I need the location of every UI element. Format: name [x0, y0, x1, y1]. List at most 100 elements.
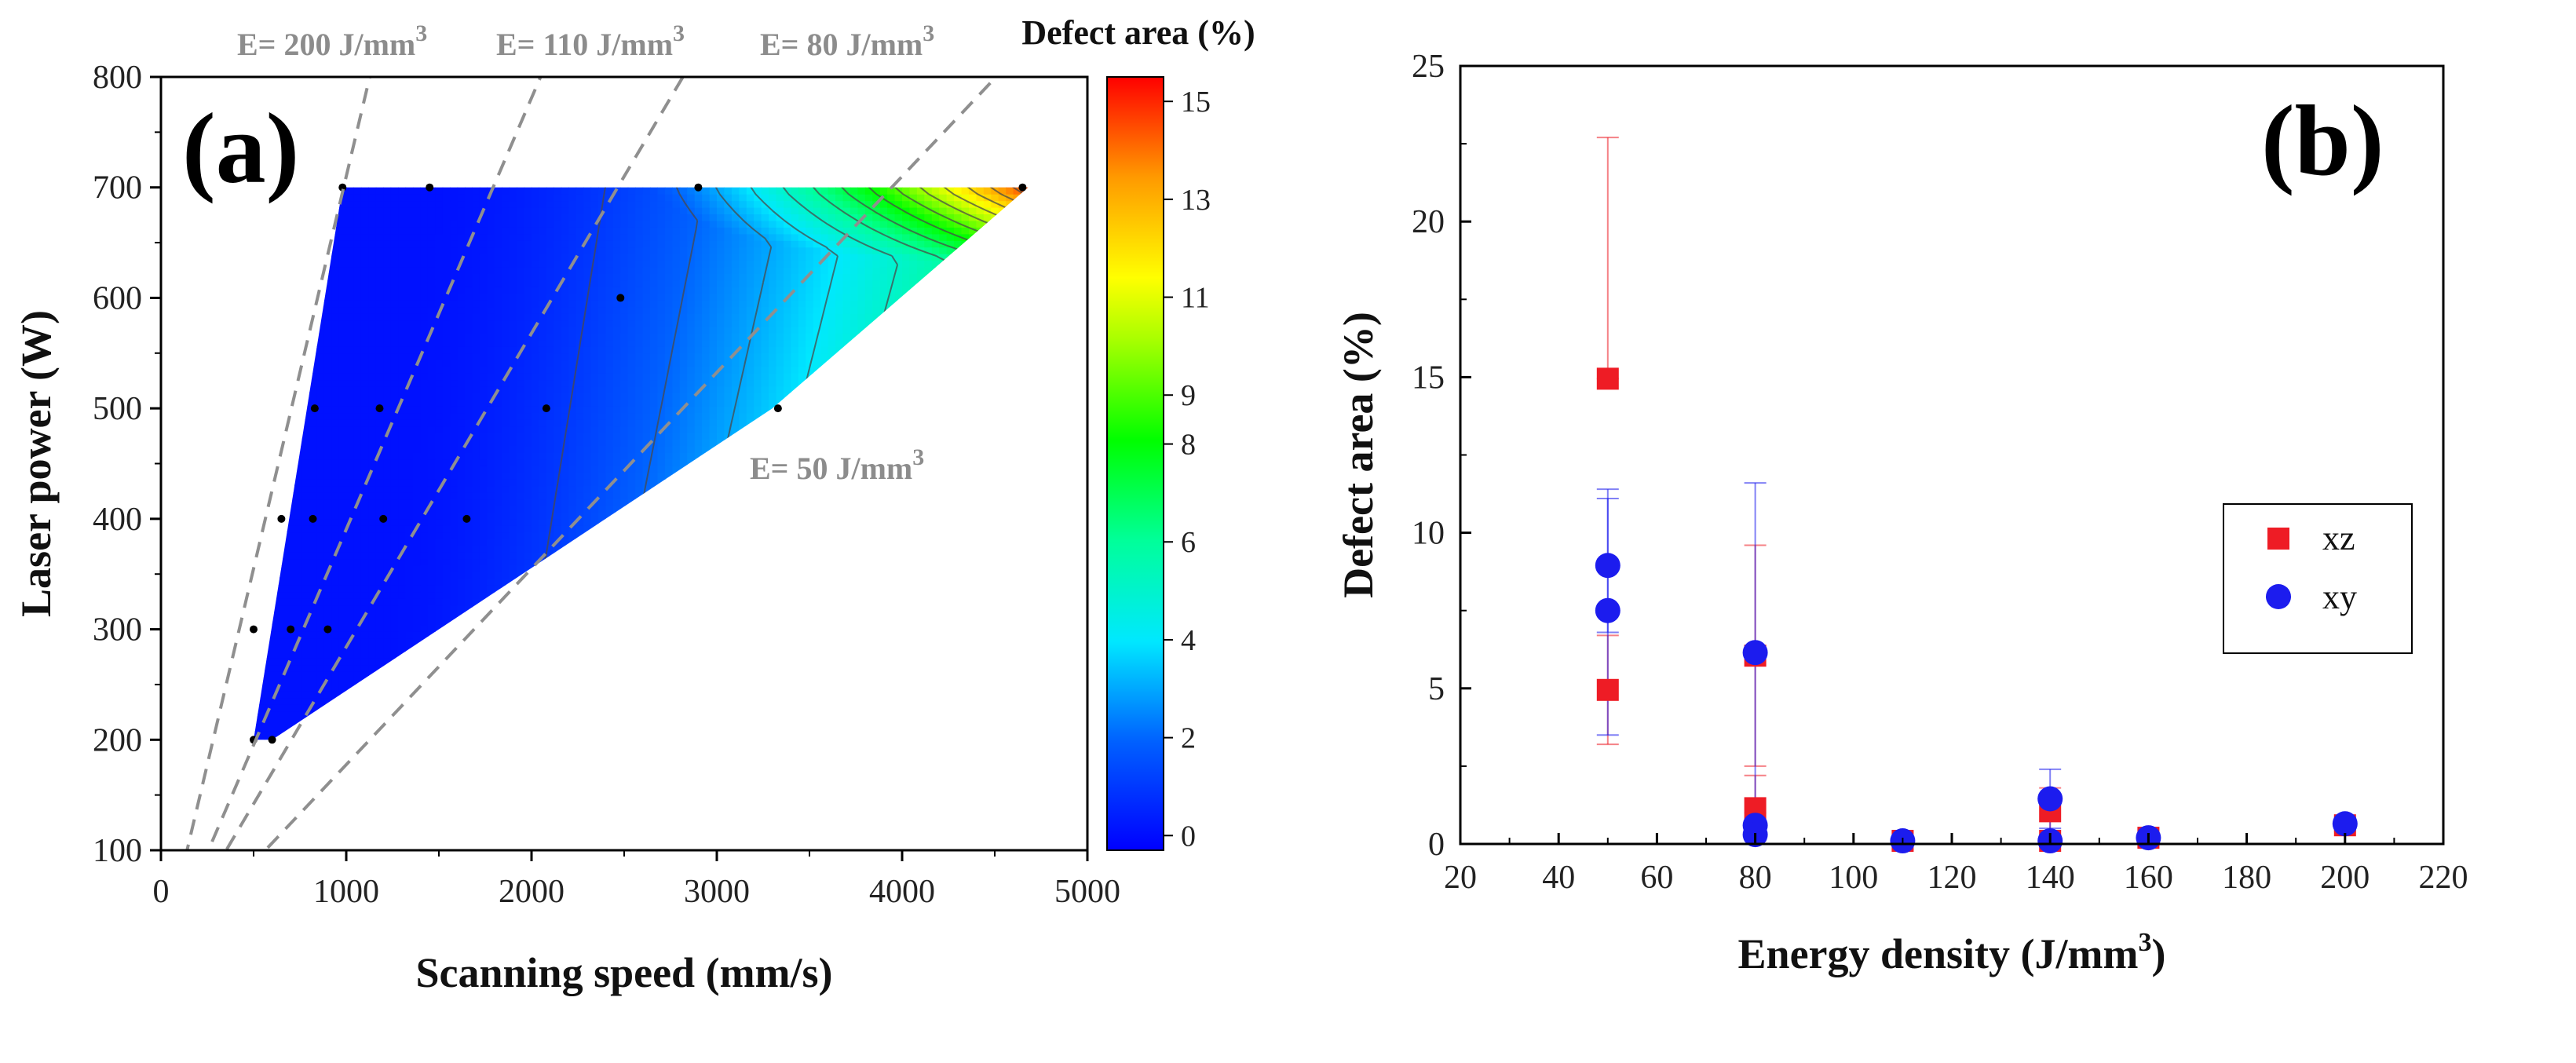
contour-cell: [465, 419, 473, 427]
contour-cell: [360, 591, 369, 599]
contour-cell: [338, 446, 347, 453]
contour-cell: [554, 518, 562, 526]
contour-cell: [590, 346, 599, 354]
contour-cell: [316, 333, 325, 341]
contour-cell: [612, 671, 621, 678]
contour-cell: [309, 426, 317, 433]
contour-cell: [457, 598, 466, 606]
contour-cell: [657, 724, 666, 732]
contour-cell: [657, 518, 666, 526]
contour-cell: [405, 233, 414, 241]
contour-cell: [502, 187, 510, 188]
contour-cell: [575, 532, 584, 539]
contour-cell: [472, 506, 480, 513]
contour-cell: [561, 187, 569, 195]
contour-cell: [627, 452, 636, 460]
contour-cell: [583, 518, 592, 526]
contour-cell: [316, 200, 325, 208]
contour-cell: [502, 273, 510, 281]
contour-cell: [243, 373, 250, 380]
contour-cell: [546, 187, 554, 195]
contour-cell: [405, 637, 414, 645]
contour-cell: [612, 267, 621, 274]
contour-cell: [457, 366, 466, 374]
contour-cell: [517, 605, 525, 612]
contour-cell: [375, 552, 384, 560]
contour-cell: [494, 379, 502, 387]
contour-cell: [635, 718, 644, 725]
contour-cell: [375, 545, 384, 553]
contour-cell: [605, 545, 614, 553]
contour-cell: [257, 247, 265, 254]
contour-cell: [323, 360, 332, 367]
contour-cell: [450, 552, 459, 560]
contour-cell: [605, 710, 614, 718]
contour-cell: [524, 452, 532, 460]
contour-cell: [254, 346, 258, 354]
contour-cell: [554, 678, 562, 685]
contour-cell: [420, 247, 429, 254]
contour-cell: [235, 274, 243, 281]
contour-cell: [331, 624, 340, 632]
contour-cell: [243, 360, 250, 367]
contour-cell: [517, 539, 525, 546]
contour-cell: [280, 552, 287, 560]
contour-cell: [532, 605, 539, 612]
contour-cell: [532, 313, 539, 321]
contour-cell: [383, 386, 392, 393]
contour-cell: [346, 293, 354, 301]
contour-cell: [405, 678, 414, 685]
contour-cell: [360, 360, 369, 367]
contour-cell: [316, 214, 325, 221]
contour-cell: [575, 393, 584, 400]
contour-cell: [375, 273, 384, 281]
contour-cell: [457, 227, 466, 235]
contour-cell: [480, 744, 488, 751]
contour-cell: [575, 313, 584, 321]
contour-cell: [360, 346, 369, 354]
contour-cell: [457, 479, 466, 487]
contour-cell: [435, 452, 444, 460]
contour-cell: [294, 624, 302, 632]
contour-cell: [316, 518, 325, 526]
contour-cell: [427, 393, 436, 400]
contour-cell: [254, 499, 258, 506]
contour-cell: [509, 664, 517, 672]
contour-cell: [294, 499, 302, 506]
contour-cell: [546, 697, 554, 705]
contour-cell: [338, 591, 347, 599]
contour-cell: [257, 287, 265, 294]
contour-cell: [465, 360, 473, 367]
contour-cell: [472, 353, 480, 360]
contour-cell: [561, 598, 569, 606]
contour-cell: [554, 233, 562, 241]
contour-cell: [546, 532, 554, 539]
contour-cell: [338, 612, 347, 619]
contour-cell: [427, 353, 436, 360]
contour-cell: [353, 393, 362, 400]
contour-cell: [502, 624, 510, 632]
contour-cell: [360, 466, 369, 473]
contour-cell: [605, 565, 614, 572]
contour-cell: [243, 334, 250, 341]
contour-cell: [642, 254, 651, 261]
contour-cell: [472, 718, 480, 725]
contour-cell: [502, 240, 510, 248]
contour-cell: [487, 327, 495, 334]
contour-cell: [316, 612, 325, 619]
contour-cell: [620, 624, 629, 632]
contour-cell: [254, 379, 258, 387]
contour-cell: [272, 346, 280, 354]
contour-cell: [413, 485, 421, 493]
contour-cell: [235, 346, 243, 353]
contour-cell: [561, 419, 569, 427]
contour-cell: [650, 598, 658, 606]
contour-cell: [450, 426, 459, 433]
contour-cell: [346, 578, 354, 586]
contour-cell: [368, 558, 377, 566]
contour-cell: [442, 618, 451, 626]
contour-cell: [487, 598, 495, 606]
contour-cell: [368, 333, 377, 341]
contour-cell: [561, 327, 569, 334]
contour-cell: [509, 731, 517, 738]
